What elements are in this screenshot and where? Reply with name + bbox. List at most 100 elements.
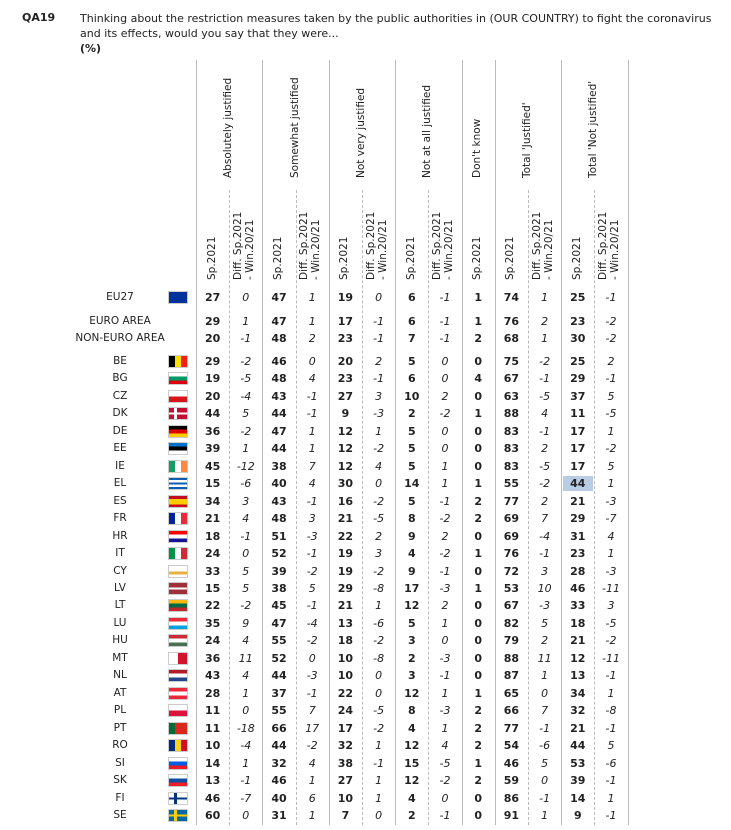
cell: 4 [541, 407, 549, 421]
cell: 11 [537, 651, 552, 665]
cell: 31 [570, 529, 586, 543]
group-separator [494, 60, 496, 825]
flag [168, 616, 188, 630]
cell: 17 [337, 315, 354, 328]
cell: 47 [271, 291, 287, 304]
row-label: DK [112, 407, 128, 420]
flag [168, 808, 188, 822]
cell: -3 [439, 704, 451, 718]
cell: 23 [570, 547, 586, 561]
cell: 32 [570, 704, 586, 718]
cell: -2 [439, 407, 451, 421]
cell: 10 [404, 389, 420, 403]
flag [168, 774, 188, 788]
cell: 47 [271, 315, 287, 328]
cell: 44 [271, 407, 287, 421]
group-separator [627, 60, 629, 825]
sub-header-line: Diff. Sp.2021 [530, 211, 543, 280]
sub-header-line: Diff. Sp.2021 [431, 211, 443, 280]
cell: 0 [441, 372, 449, 386]
flag [168, 634, 188, 648]
cell: 23 [570, 315, 586, 328]
cell: 10 [537, 581, 552, 595]
cell: -2 [306, 564, 318, 578]
cell: -1 [605, 808, 617, 822]
cell: -2 [439, 512, 451, 526]
flag [168, 791, 188, 805]
cell: 66 [271, 721, 287, 735]
cell: 20 [204, 332, 221, 346]
cell: 46 [503, 756, 520, 770]
cell: 45 [204, 459, 221, 473]
cell: 1 [474, 547, 483, 561]
cell: 21 [570, 634, 586, 648]
cell: 47 [271, 616, 287, 630]
cell: 1 [474, 407, 483, 421]
cell: -1 [605, 291, 617, 304]
cell: 5 [407, 616, 416, 630]
cell: 1 [308, 442, 316, 456]
cell: 48 [271, 372, 287, 386]
cell: 12 [337, 442, 354, 456]
cell: 0 [474, 442, 483, 456]
cell: 12 [404, 739, 420, 753]
cell: 65 [503, 686, 520, 700]
sub-header-line: - Win.20/21 [443, 219, 455, 280]
row-label: EU27 [106, 291, 134, 303]
cell: 1 [607, 547, 615, 561]
cell: 0 [375, 291, 383, 304]
cell: 16 [337, 494, 354, 508]
cell: 75 [503, 355, 520, 368]
cell: 11 [238, 651, 253, 665]
cell: 0 [474, 564, 483, 578]
sub-separator [362, 190, 363, 825]
row-label: MT [112, 651, 128, 664]
flag [168, 494, 188, 508]
cell: 6 [308, 791, 316, 805]
cell: 1 [541, 332, 549, 346]
cell: 1 [375, 424, 383, 438]
cell: 7 [407, 332, 416, 346]
cell: -5 [240, 372, 252, 386]
cell: 2 [474, 494, 483, 508]
row-label: LT [114, 599, 126, 612]
cell: 21 [570, 721, 586, 735]
cell: 29 [337, 581, 354, 595]
cell: 10 [204, 739, 221, 753]
cell: 7 [541, 704, 549, 718]
column-header: Not at all justified [421, 84, 434, 178]
cell: -5 [539, 389, 551, 403]
cell: 18 [570, 616, 586, 630]
cell: -2 [539, 355, 551, 368]
cell: 1 [474, 686, 483, 700]
column-header: Somewhat justified [288, 77, 301, 178]
sub-header-line: Diff. Sp.2021 [364, 211, 377, 280]
cell: 18 [337, 634, 354, 648]
cell: -1 [539, 424, 551, 438]
sub-header: Diff. Sp.2021- Win.20/21 [597, 205, 621, 280]
cell: -4 [306, 616, 318, 630]
cell: 52 [271, 547, 287, 561]
cell: -5 [605, 407, 617, 421]
cell: 63 [503, 389, 520, 403]
cell: -1 [306, 599, 318, 613]
cell: 22 [337, 529, 354, 543]
cell: 0 [474, 529, 483, 543]
cell: 0 [242, 704, 250, 718]
cell: 86 [503, 791, 520, 805]
cell: 88 [503, 407, 520, 421]
cell: -1 [439, 808, 451, 822]
cell: -2 [373, 494, 385, 508]
sub-header-line: Sp.2021 [570, 236, 583, 280]
cell: 8 [407, 512, 416, 526]
cell: -2 [306, 634, 318, 648]
cell: 2 [474, 332, 483, 346]
column-header: Don't know [471, 118, 484, 178]
cell: 74 [503, 291, 520, 304]
cell: -1 [240, 332, 252, 346]
row-label: SK [113, 774, 127, 787]
cell: 2 [541, 315, 549, 328]
cell: 44 [271, 669, 287, 683]
cell: -1 [539, 372, 551, 386]
cell: 44 [204, 407, 221, 421]
